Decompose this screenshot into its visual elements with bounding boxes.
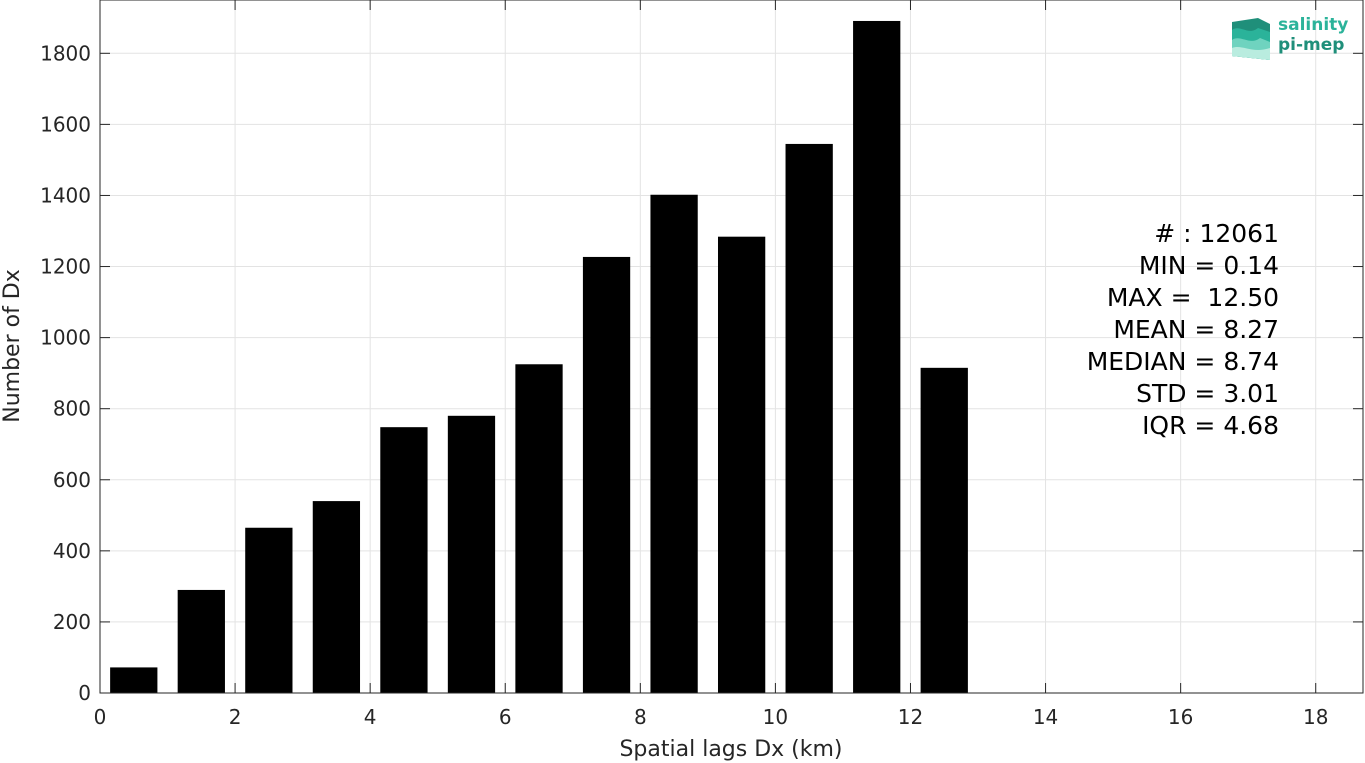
y-tick-label: 1000 bbox=[40, 326, 91, 350]
y-tick-label: 800 bbox=[53, 397, 91, 421]
y-tick-labels: 0 200 400 600 800 1000 1200 1400 1600 1800 bbox=[40, 41, 91, 705]
histogram-bar bbox=[650, 194, 698, 693]
stat-median: MEDIAN = 8.74 bbox=[1086, 347, 1279, 376]
y-tick-label: 600 bbox=[53, 468, 91, 492]
logo-line-1: salinity bbox=[1278, 15, 1349, 35]
x-tick-label: 14 bbox=[1033, 705, 1058, 729]
y-tick-label: 0 bbox=[78, 681, 91, 705]
x-tick-label: 8 bbox=[634, 705, 647, 729]
stat-std: STD = 3.01 bbox=[1136, 379, 1279, 408]
axes-box bbox=[99, 0, 1364, 694]
y-axis-title: Number of Dx bbox=[0, 269, 25, 423]
statistics-panel: # : 12061 MIN = 0.14 MAX = 12.50 MEAN = … bbox=[1087, 218, 1279, 442]
histogram-bar bbox=[920, 367, 968, 693]
y-tick-label: 1600 bbox=[40, 112, 91, 136]
x-tick-label: 16 bbox=[1168, 705, 1193, 729]
x-tick-label: 2 bbox=[229, 705, 242, 729]
x-tick-label: 10 bbox=[763, 705, 788, 729]
stat-min: MIN = 0.14 bbox=[1138, 251, 1279, 280]
histogram-bar bbox=[785, 143, 833, 693]
histogram-bar bbox=[312, 501, 361, 693]
y-tick-label: 1400 bbox=[40, 183, 91, 207]
salinity-pi-mep-logo: salinity pi-mep bbox=[1228, 14, 1356, 64]
tick-marks bbox=[99, 0, 1363, 694]
x-tick-labels: 0 2 4 6 8 10 12 14 16 18 bbox=[94, 705, 1329, 729]
histogram-bar bbox=[177, 589, 225, 693]
histogram-bar bbox=[245, 527, 293, 693]
histogram-bar bbox=[447, 415, 496, 693]
y-tick-label: 1200 bbox=[40, 255, 91, 279]
stat-iqr: IQR = 4.68 bbox=[1142, 411, 1279, 440]
bars bbox=[110, 20, 968, 693]
stat-max: MAX = 12.50 bbox=[1106, 283, 1279, 312]
y-tick-label: 400 bbox=[53, 539, 91, 563]
stat-mean: MEAN = 8.27 bbox=[1113, 315, 1279, 344]
wave-logo-icon bbox=[1232, 18, 1270, 60]
x-tick-label: 4 bbox=[364, 705, 377, 729]
x-tick-label: 18 bbox=[1303, 705, 1328, 729]
histogram-bar bbox=[717, 236, 766, 693]
x-axis-title: Spatial lags Dx (km) bbox=[619, 737, 842, 762]
histogram-bar bbox=[853, 20, 901, 693]
x-tick-label: 0 bbox=[94, 705, 107, 729]
histogram-bar bbox=[380, 427, 428, 693]
logo-text: salinity pi-mep bbox=[1278, 15, 1348, 55]
histogram-bar bbox=[515, 364, 563, 693]
stat-count: # : 12061 bbox=[1154, 219, 1279, 248]
histogram-bar bbox=[110, 667, 158, 693]
x-tick-label: 12 bbox=[898, 705, 923, 729]
y-tick-label: 200 bbox=[53, 610, 91, 634]
y-tick-label: 1800 bbox=[40, 41, 91, 65]
logo-line-2: pi-mep bbox=[1278, 35, 1345, 55]
histogram-bar bbox=[582, 256, 631, 693]
x-tick-label: 6 bbox=[499, 705, 512, 729]
